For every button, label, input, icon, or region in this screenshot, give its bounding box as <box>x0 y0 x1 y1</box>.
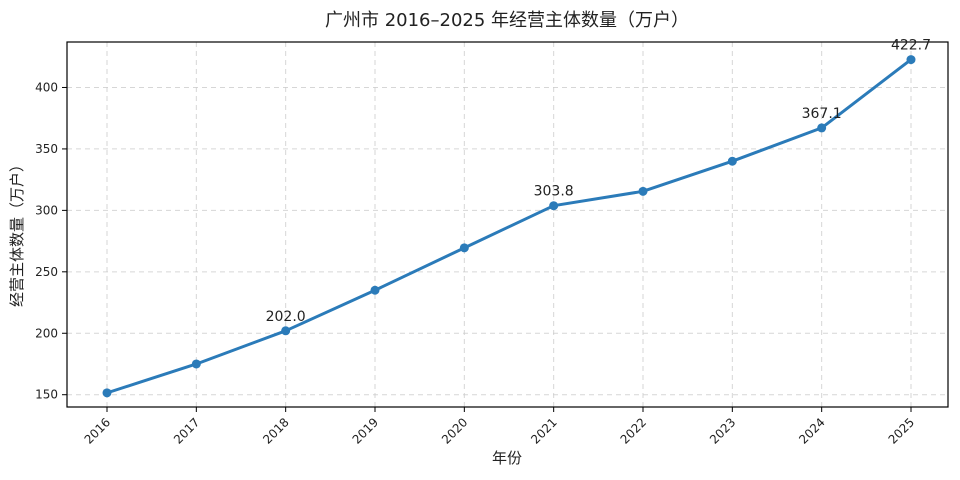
data-point <box>727 156 737 166</box>
data-label: 367.1 <box>802 106 842 122</box>
axes-frame <box>66 41 949 408</box>
y-axis-label: 经营主体数量（万户） <box>8 157 26 307</box>
x-tick-label: 2016 <box>82 415 113 446</box>
grid-layer <box>67 42 948 407</box>
x-tick-label: 2024 <box>796 415 827 446</box>
x-axis-label: 年份 <box>492 449 522 467</box>
chart-title: 广州市 2016–2025 年经营主体数量（万户） <box>325 10 689 31</box>
data-point <box>281 326 291 336</box>
y-tick-label: 200 <box>35 326 58 340</box>
data-point <box>906 55 916 65</box>
y-tick-label: 300 <box>35 203 58 217</box>
data-point <box>817 123 827 133</box>
data-label: 202.0 <box>266 309 306 325</box>
x-tick-label: 2021 <box>528 415 559 446</box>
x-tick-label: 2018 <box>260 415 291 446</box>
series-line <box>105 58 913 395</box>
y-tick-label: 150 <box>35 388 58 402</box>
series-layer <box>102 55 916 398</box>
x-tick-label: 2025 <box>886 415 917 446</box>
data-point <box>191 359 201 369</box>
x-tick-label: 2020 <box>439 415 470 446</box>
x-tick-label: 2023 <box>707 415 738 446</box>
data-label: 303.8 <box>534 184 574 200</box>
y-tick-label: 250 <box>35 265 58 279</box>
data-point <box>370 285 380 295</box>
x-tick-label: 2019 <box>350 415 381 446</box>
data-label: 422.7 <box>891 38 931 54</box>
data-point <box>549 201 559 211</box>
data-point <box>102 388 112 398</box>
y-tick-label: 400 <box>35 80 58 94</box>
data-point <box>459 243 469 253</box>
data-point <box>638 186 648 196</box>
x-tick-label: 2022 <box>618 415 649 446</box>
x-tick-label: 2017 <box>171 415 202 446</box>
data-labels-layer: 202.0 303.8 367.1 422.7 <box>266 38 931 325</box>
y-tick-label: 350 <box>35 142 58 156</box>
ticks-layer: 150 200 250 300 350 400 2016 2017 2018 2019 2020 20… <box>35 80 917 446</box>
